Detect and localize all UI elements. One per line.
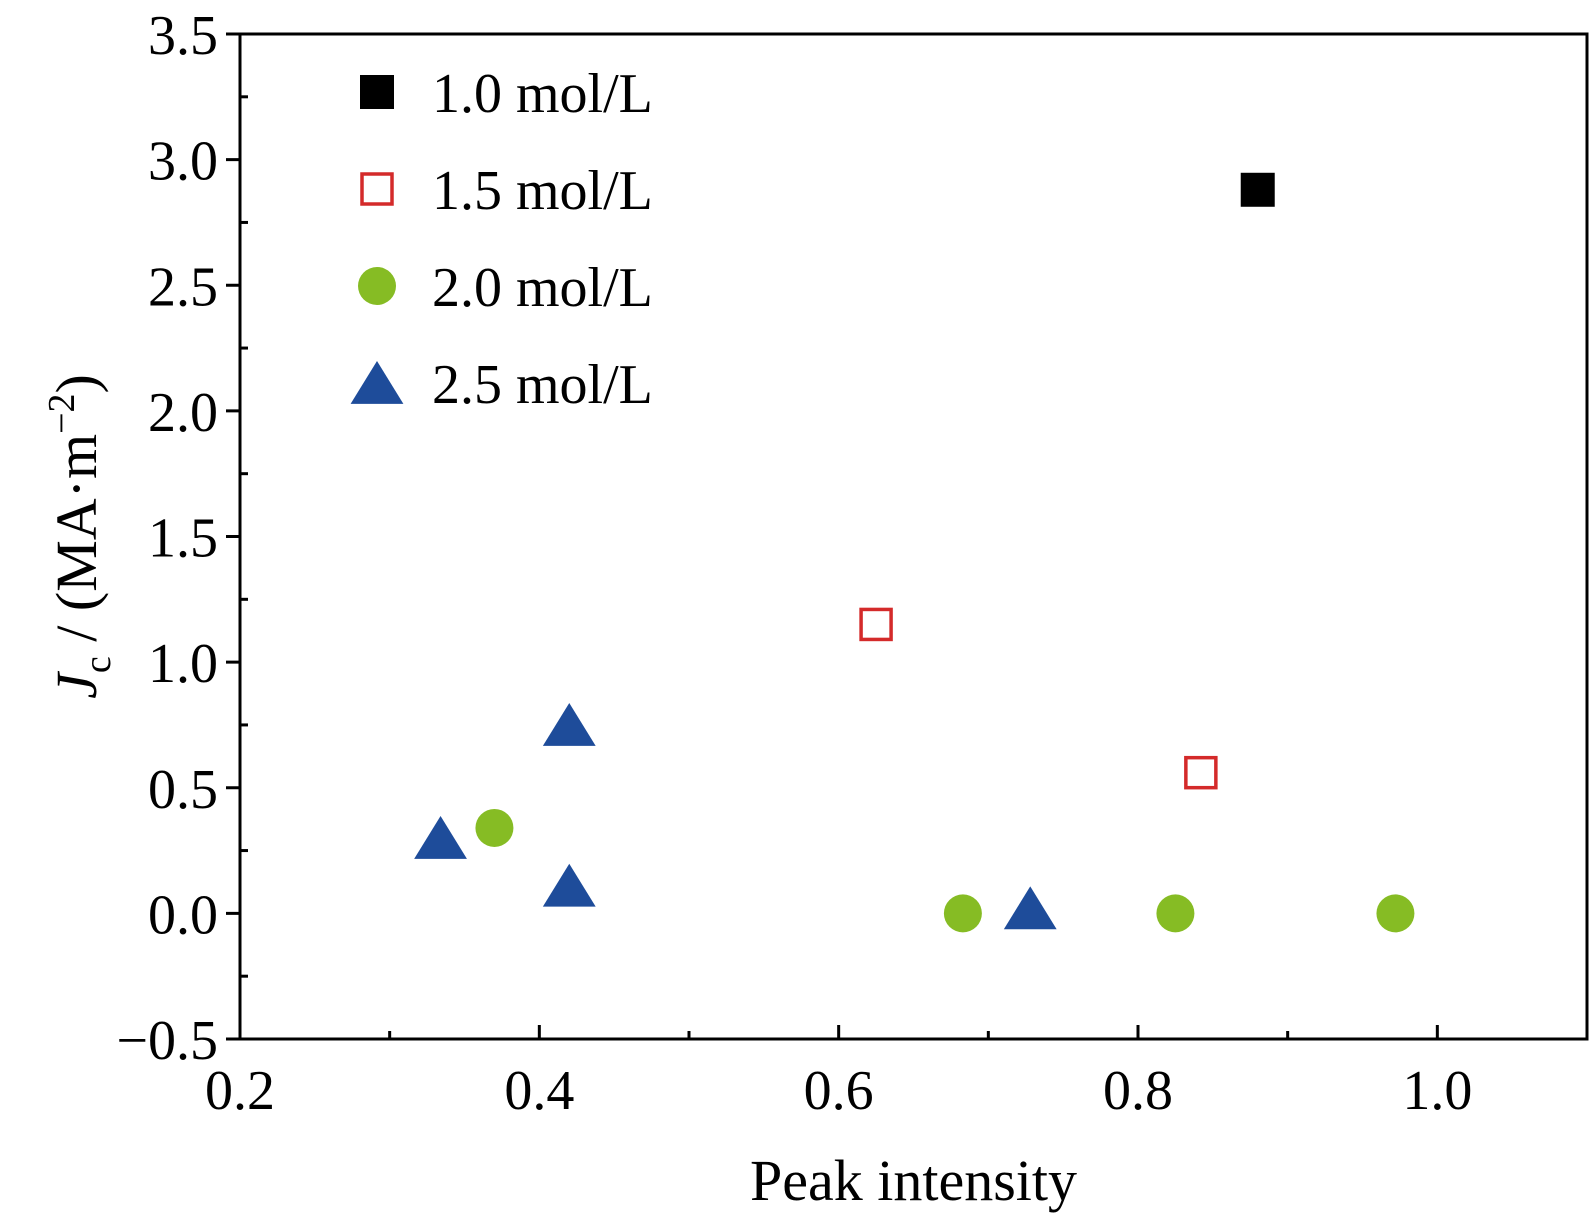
y-axis-superscript: −2	[41, 393, 83, 433]
y-axis-unit-suffix: )	[44, 374, 109, 393]
x-tick-label: 0.4	[504, 1060, 574, 1122]
legend-label: 1.0 mol/L	[432, 63, 653, 125]
x-tick-label: 0.6	[804, 1060, 874, 1122]
y-tick-label: 2.0	[148, 382, 218, 444]
y-axis-symbol: J	[44, 670, 109, 699]
x-axis-title: Peak intensity	[750, 1148, 1077, 1213]
data-point-triangle	[414, 816, 467, 859]
data-point-circle	[1376, 894, 1415, 933]
y-axis-subscript: c	[77, 656, 119, 673]
y-tick-label: 3.5	[148, 5, 218, 67]
legend-marker-circle	[358, 267, 396, 305]
legend-marker-triangle	[350, 361, 404, 404]
y-tick-label: 2.5	[148, 256, 218, 318]
data-point-square-open	[859, 607, 893, 642]
data-point-triangle	[542, 702, 596, 746]
data-points	[414, 172, 1415, 933]
data-point-triangle	[1003, 886, 1057, 930]
data-point-triangle	[542, 863, 596, 907]
legend-marker-square-open	[360, 172, 394, 206]
axis-ticks	[226, 32, 1439, 1041]
y-axis-title: Jc / (MA·m−2)	[41, 374, 119, 699]
legend: 1.0 mol/L 1.5 mol/L 2.0 mol/L 2.5 mol/L	[350, 63, 653, 416]
data-point-circle	[475, 808, 514, 847]
data-point-square-filled	[1240, 172, 1275, 207]
y-tick-label: 3.0	[148, 131, 218, 193]
y-axis-unit-prefix: / (MA·m	[44, 434, 109, 656]
y-tick-label: −0.5	[116, 1010, 218, 1072]
legend-marker-square-filled	[360, 75, 394, 109]
x-tick-label: 1.0	[1402, 1060, 1472, 1122]
x-tick-label: 0.2	[205, 1060, 275, 1122]
data-point-square-open	[1184, 755, 1218, 790]
data-point-circle	[1156, 894, 1195, 933]
data-point-circle	[943, 894, 982, 933]
x-tick-label: 0.8	[1103, 1060, 1173, 1122]
y-tick-label: 0.5	[148, 759, 218, 821]
axis-tick-labels: 0.2 0.4 0.6 0.8 1.0 −0.5 0.0 0.5 1.0 1.5 2.0 2.5 3.0…	[116, 5, 1472, 1122]
y-tick-label: 1.0	[148, 633, 218, 695]
legend-label: 2.0 mol/L	[432, 257, 653, 319]
y-tick-label: 0.0	[148, 884, 218, 946]
legend-label: 1.5 mol/L	[432, 160, 653, 222]
y-tick-label: 1.5	[148, 508, 218, 570]
legend-label: 2.5 mol/L	[432, 354, 653, 416]
